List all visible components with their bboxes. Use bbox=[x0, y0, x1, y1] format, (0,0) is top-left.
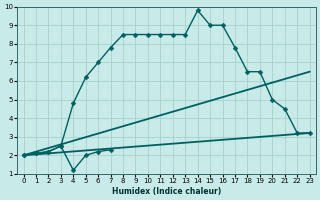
X-axis label: Humidex (Indice chaleur): Humidex (Indice chaleur) bbox=[112, 187, 221, 196]
